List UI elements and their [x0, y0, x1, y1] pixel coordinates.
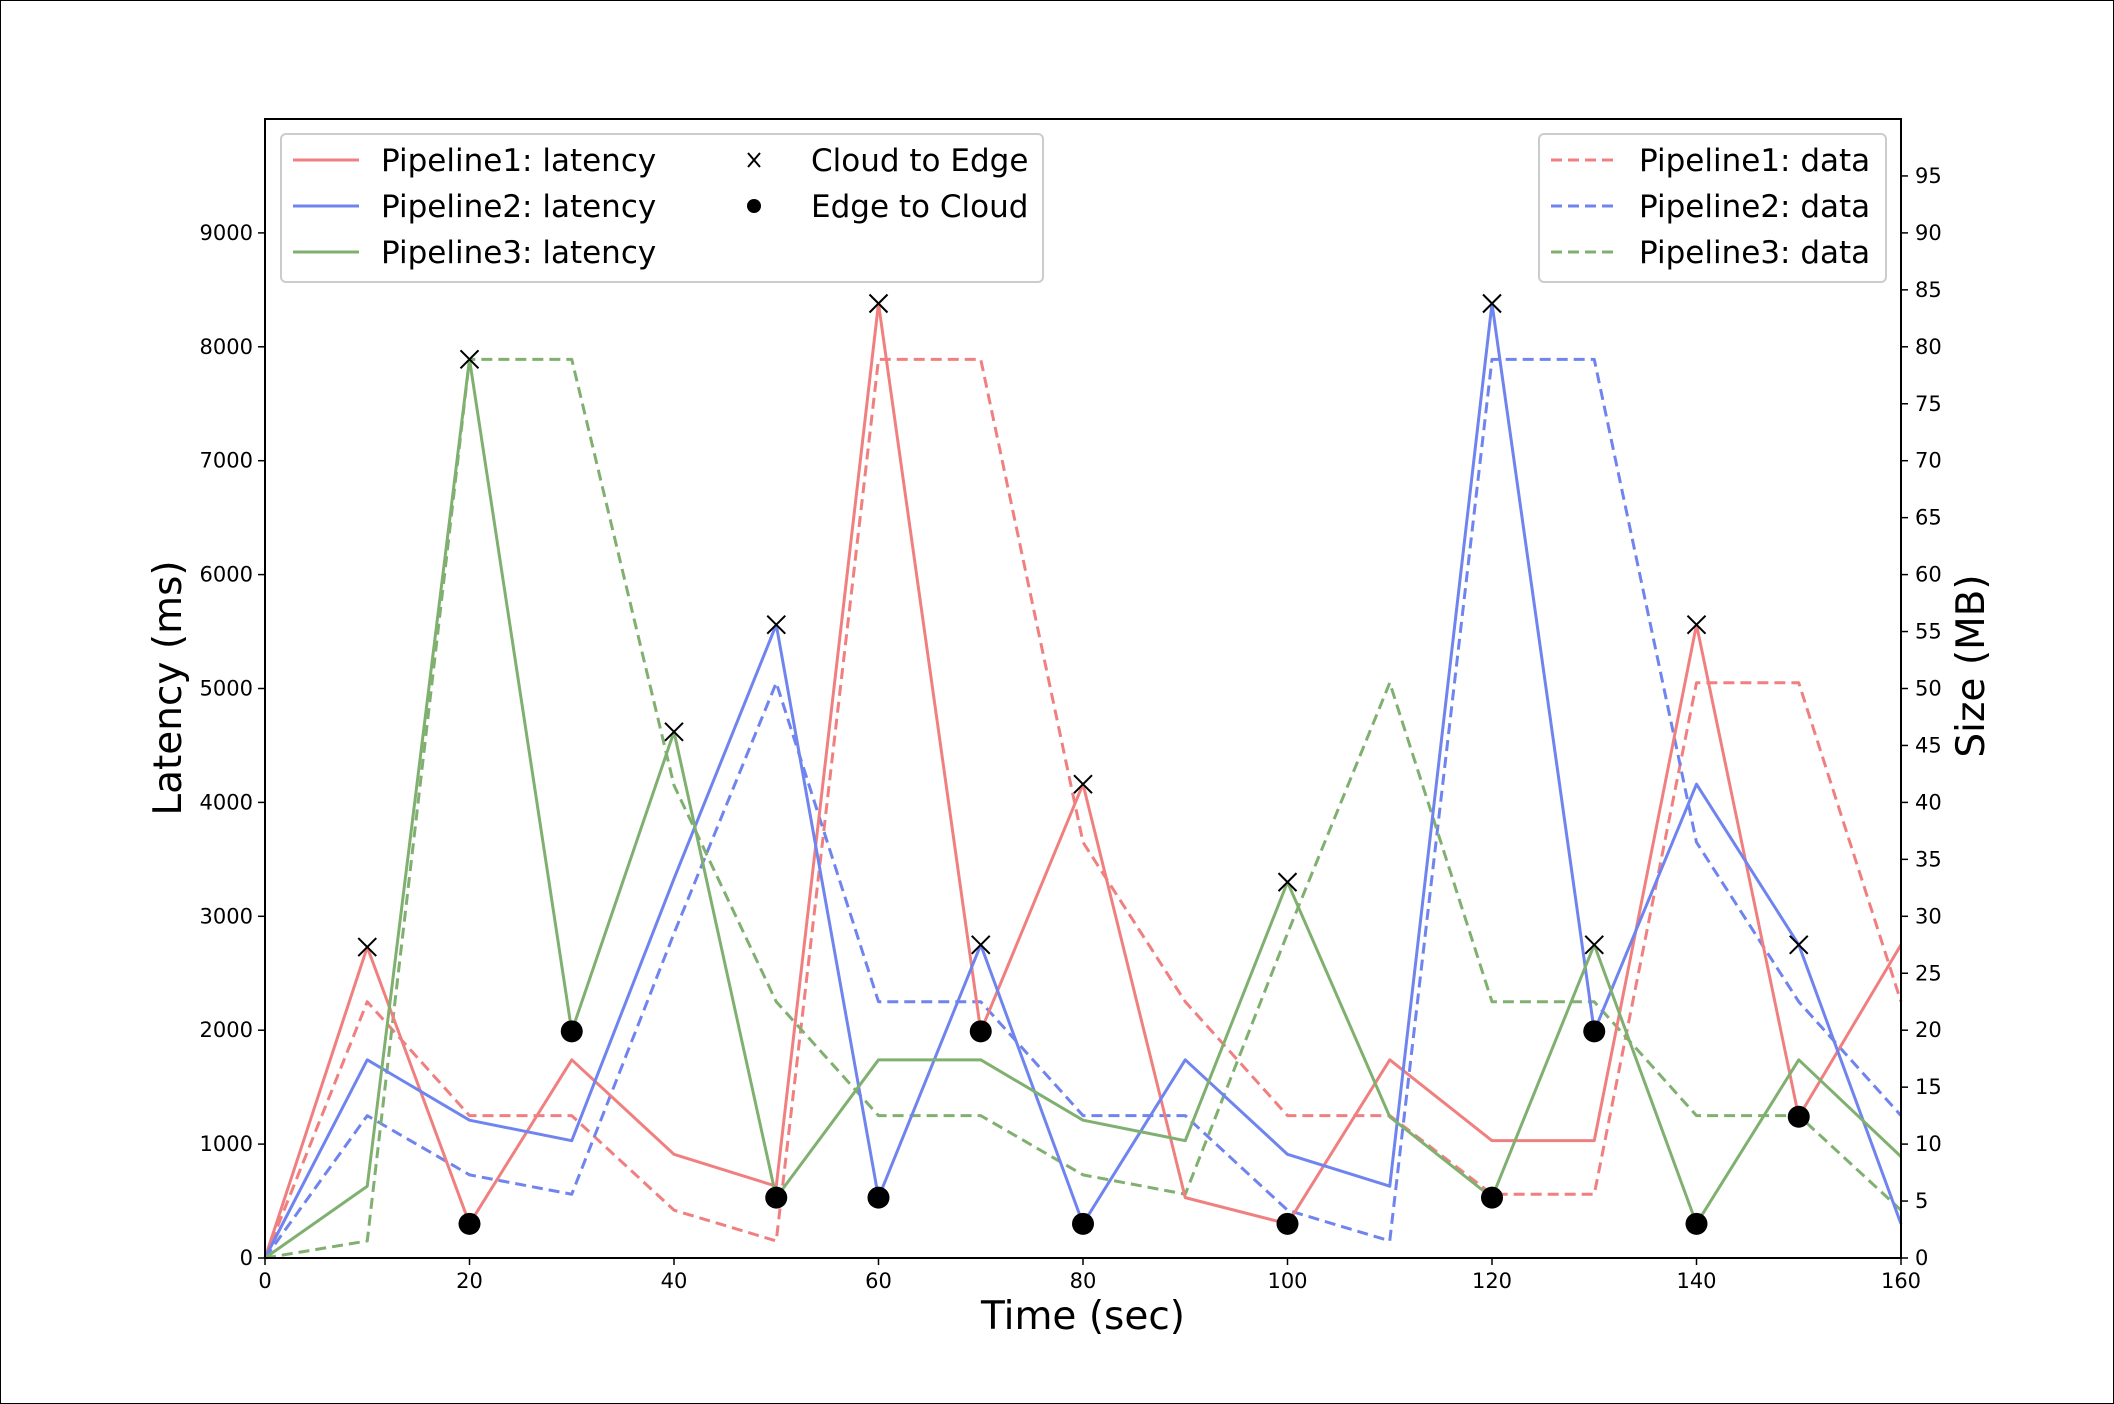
y2-tick-label: 75: [1915, 392, 1942, 416]
marker-cloud-to-edge: [971, 935, 991, 955]
plot-area: [265, 119, 1901, 1258]
marker-edge-to-cloud: [765, 1186, 788, 1209]
y-tick-label: 5000: [200, 677, 253, 701]
y-tick-label: 8000: [200, 335, 253, 359]
marker-cloud-to-edge: [664, 722, 684, 742]
series-line-pipeline3-latency: [264, 357, 1903, 1260]
y2-tick-label: 50: [1915, 677, 1942, 701]
marker-cloud-to-edge: [868, 293, 889, 314]
legend-label-pipeline1-data: Pipeline1: data: [1639, 143, 1870, 179]
y-tick-label: 1000: [200, 1132, 253, 1156]
marker-cloud-to-edge: [1789, 935, 1809, 955]
x-axis-label: Time (sec): [980, 1294, 1185, 1339]
marker-cloud-to-edge: [1584, 935, 1604, 955]
y2-tick-label: 85: [1915, 278, 1942, 302]
transfer-markers: [357, 293, 1810, 1235]
y2-tick-label: 20: [1915, 1018, 1942, 1042]
marker-cloud-to-edge: [1686, 615, 1707, 635]
y2-tick-label: 55: [1915, 620, 1942, 644]
y2-tick-label: 15: [1915, 1075, 1942, 1099]
y-tick-label: 9000: [200, 221, 253, 245]
marker-edge-to-cloud: [1276, 1212, 1299, 1235]
marker-edge-to-cloud: [969, 1020, 992, 1043]
legend-label-cloud-to-edge: Cloud to Edge: [811, 143, 1028, 179]
marker-cloud-to-edge: [1073, 774, 1093, 794]
x-tick-label: 100: [1267, 1269, 1307, 1293]
x-tick-label: 140: [1676, 1269, 1716, 1293]
x-tick-label: 0: [258, 1269, 271, 1293]
y2-tick-label: 10: [1915, 1132, 1942, 1156]
legend-left: Pipeline1: latency Pipeline2: latency Pi…: [280, 133, 1044, 283]
y2-tick-label: 5: [1915, 1189, 1928, 1213]
legend-swatch-edge-to-cloud: [747, 199, 761, 213]
y2-tick-label: 35: [1915, 847, 1942, 871]
x-tick-label: 80: [1070, 1269, 1097, 1293]
marker-edge-to-cloud: [867, 1186, 890, 1209]
legend-label-pipeline2-data: Pipeline2: data: [1639, 189, 1870, 225]
marker-cloud-to-edge: [357, 937, 377, 957]
x-tick-label: 120: [1472, 1269, 1512, 1293]
x-axis-ticks: 0 20 40 60 80 100 120 140 160: [258, 1258, 1921, 1293]
x-tick-label: 20: [456, 1269, 483, 1293]
y-tick-label: 4000: [200, 790, 253, 814]
marker-edge-to-cloud: [458, 1212, 481, 1235]
legend-swatch-cloud-to-edge: [747, 152, 761, 168]
marker-edge-to-cloud: [560, 1020, 583, 1043]
y-tick-label: 3000: [200, 904, 253, 928]
legend-label-pipeline3-data: Pipeline3: data: [1639, 235, 1870, 271]
legend-label-pipeline2-latency: Pipeline2: latency: [381, 189, 656, 225]
y-tick-label: 0: [240, 1246, 253, 1270]
y-tick-label: 7000: [200, 449, 253, 473]
legend-label-pipeline3-latency: Pipeline3: latency: [381, 235, 656, 271]
marker-cloud-to-edge: [1277, 872, 1298, 892]
y2-tick-label: 95: [1915, 164, 1942, 188]
legend-label-pipeline1-latency: Pipeline1: latency: [381, 143, 656, 179]
marker-cloud-to-edge: [459, 349, 480, 370]
marker-cloud-to-edge: [1482, 293, 1502, 314]
marker-edge-to-cloud: [1481, 1186, 1503, 1209]
legend-right-frame: [1538, 133, 1887, 283]
legend-label-edge-to-cloud: Edge to Cloud: [811, 189, 1028, 225]
y2-tick-label: 90: [1915, 221, 1942, 245]
y2-tick-label: 70: [1915, 449, 1942, 473]
marker-edge-to-cloud: [1787, 1105, 1810, 1128]
series-line-pipeline2-data: [263, 357, 1903, 1259]
legend-left-frame: [280, 133, 1044, 283]
y2-tick-label: 0: [1915, 1246, 1928, 1270]
y2-tick-label: 25: [1915, 961, 1942, 985]
y2-tick-label: 80: [1915, 335, 1942, 359]
y2-tick-label: 40: [1915, 790, 1942, 814]
y-axis-label: Latency (ms): [146, 560, 191, 815]
y-tick-label: 2000: [200, 1018, 253, 1042]
marker-edge-to-cloud: [1072, 1212, 1094, 1235]
y2-tick-label: 60: [1915, 563, 1942, 587]
y2-tick-label: 65: [1915, 506, 1942, 530]
y2-axis-ticks: 0 5 10 15 20 25 30 35 40 45 50 55 60 65 70 75 80 85 90 95: [1901, 164, 1942, 1270]
y-axis-ticks: 0 1000 2000 3000 4000 5000 6000 7000 8000 9000: [200, 221, 265, 1270]
x-tick-label: 160: [1881, 1269, 1921, 1293]
y-tick-label: 6000: [200, 563, 253, 587]
y2-tick-label: 30: [1915, 904, 1942, 928]
marker-edge-to-cloud: [1685, 1212, 1708, 1235]
x-tick-label: 40: [661, 1269, 688, 1293]
legend-right: Pipeline1: data Pipeline2: data Pipeline…: [1538, 133, 1887, 283]
marker-edge-to-cloud: [1583, 1020, 1606, 1043]
y2-tick-label: 45: [1915, 733, 1942, 757]
y2-axis-label: Size (MB): [1949, 574, 1994, 757]
marker-cloud-to-edge: [766, 615, 786, 635]
x-tick-label: 60: [865, 1269, 892, 1293]
